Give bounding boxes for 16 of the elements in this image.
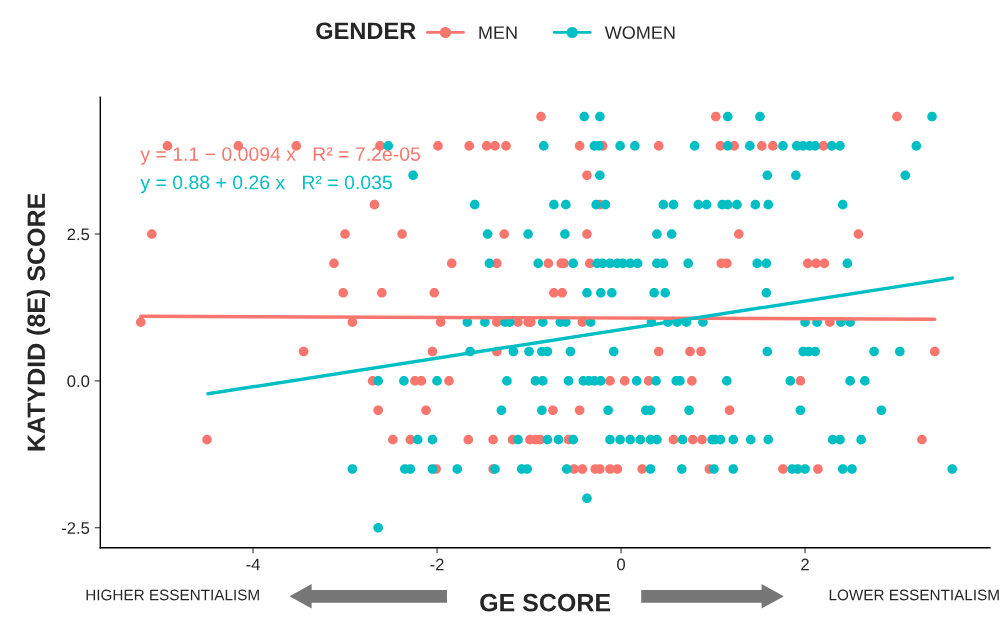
x-axis-title: GE SCORE bbox=[480, 593, 611, 612]
legend-label: MEN bbox=[479, 26, 517, 39]
y-tick-label: -2.5 bbox=[61, 522, 90, 534]
legend-title: GENDER bbox=[316, 22, 416, 40]
y-tick-label: 2.5 bbox=[67, 228, 90, 241]
x-tick-label: 0 bbox=[617, 558, 626, 571]
text: HIGHER ESSENTIALISM bbox=[86, 589, 259, 601]
annotation: y = 1.1 − 0.0094 x R² = 7.2e-05 bbox=[140, 147, 421, 165]
x-tick-label: 2 bbox=[801, 558, 809, 571]
x-tick-label: -4 bbox=[246, 558, 260, 571]
y-tick-label: 0.0 bbox=[67, 375, 90, 388]
y-axis-title: KATYDID (8E) SCORE bbox=[26, 193, 51, 451]
legend-label: WOMEN bbox=[604, 26, 675, 39]
annotation: y = 0.88 + 0.26 x R² = 0.035 bbox=[140, 175, 392, 194]
text: LOWER ESSENTIALISM bbox=[829, 589, 999, 601]
x-tick-label: -2 bbox=[430, 558, 444, 571]
